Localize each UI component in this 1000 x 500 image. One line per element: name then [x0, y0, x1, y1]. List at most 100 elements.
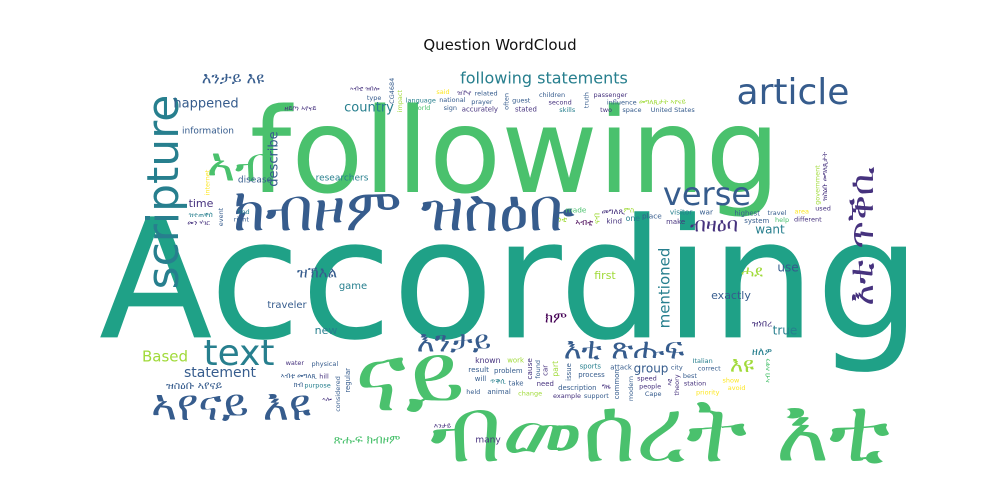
word-142: ጥቕሲ	[490, 378, 506, 386]
word-117: influence	[607, 98, 637, 106]
word-104: sign	[444, 104, 457, 112]
word-121: type	[367, 94, 382, 102]
word-32: group	[634, 362, 669, 376]
word-105: considered	[334, 376, 342, 412]
word-63: process	[578, 371, 605, 379]
word-102: different	[794, 215, 822, 223]
word-23: ክም	[545, 309, 567, 327]
word-93: travel	[768, 209, 787, 217]
word-35: exactly	[711, 289, 751, 302]
word-100: often	[503, 93, 511, 110]
word-45: many	[475, 436, 501, 446]
word-81: city	[671, 364, 683, 372]
word-130: internet	[204, 169, 212, 195]
word-139: እንታይ	[434, 422, 451, 430]
word-11: verse	[663, 175, 751, 213]
word-111: passenger	[594, 91, 628, 99]
word-122: water	[286, 359, 305, 367]
word-47: ዝነበረ	[752, 320, 772, 330]
word-94: held	[466, 388, 480, 396]
word-41: known	[475, 356, 500, 365]
word-83: change	[518, 389, 542, 397]
word-107: best	[683, 372, 698, 380]
word-37: time	[189, 197, 214, 210]
word-68: work	[507, 357, 524, 365]
word-64: take	[509, 379, 524, 387]
word-39: traveler	[267, 300, 307, 311]
word-28: ዝስዕቡ ኣየናይ	[166, 379, 222, 392]
word-112: Cape	[645, 390, 662, 398]
word-119: purpose	[304, 381, 330, 389]
word-80: found	[534, 360, 542, 379]
word-129: avoid	[728, 384, 746, 392]
word-40: first	[594, 269, 616, 282]
word-17: እንታይ እዩ	[202, 69, 264, 88]
word-147: ኣብቲ ዝበሎ	[350, 84, 380, 92]
word-19: mentioned	[656, 248, 674, 329]
word-145: እዩ	[666, 378, 674, 386]
word-66: attack	[610, 364, 632, 372]
word-89: right	[234, 215, 250, 223]
word-128: show	[723, 376, 740, 384]
word-48: መግለጺ	[602, 206, 626, 216]
word-126: priority	[696, 389, 720, 397]
word-138: ግዜ	[602, 383, 611, 391]
word-9: text	[203, 333, 274, 374]
word-3: ናይ	[355, 321, 465, 433]
word-75: common	[613, 369, 621, 399]
word-85: modern	[627, 376, 635, 401]
word-51: made	[566, 206, 587, 215]
word-77: accurately	[462, 105, 498, 113]
word-34: use	[777, 261, 798, 275]
word-135: ዝስዕቡ መግለጺታት	[821, 152, 829, 201]
word-114: United States	[651, 106, 696, 114]
word-82: physical	[311, 360, 338, 368]
word-95: truth	[583, 92, 591, 108]
word-108: two	[600, 106, 612, 114]
word-78: speed	[637, 375, 657, 383]
word-132: መግለጺታት ኣየናይ	[639, 98, 686, 106]
word-46: ዘለዎ	[752, 345, 772, 358]
word-113: used	[815, 205, 831, 213]
word-60: issue	[565, 363, 573, 381]
word-5: scripture	[138, 95, 189, 290]
word-56: visitor	[670, 207, 694, 216]
word-88: find	[237, 208, 249, 216]
word-13: እቲ ጽሑፍ	[564, 332, 685, 367]
word-55: cause	[525, 358, 534, 380]
word-124: station	[684, 380, 706, 388]
word-110: impact	[396, 90, 404, 113]
word-97: national	[439, 96, 466, 104]
word-26: country	[344, 101, 394, 116]
word-72: animal	[487, 388, 510, 396]
word-4: ክብዞም ዝስዕቡ	[233, 176, 575, 246]
word-136: ዘይኮነ ኣየናይ	[284, 104, 316, 112]
word-109: hill	[319, 373, 329, 381]
word-33: true	[773, 324, 798, 338]
word-79: example	[553, 392, 581, 400]
word-21: statement	[184, 365, 257, 381]
word-96: second	[549, 98, 572, 106]
word-43: researchers	[316, 174, 369, 184]
word-69: make	[666, 218, 685, 226]
word-27: ጽሑፍ ክብዞም	[334, 433, 401, 447]
word-22: ሓደ	[741, 262, 763, 281]
word-49: ነቲ	[558, 214, 567, 224]
word-1: following	[250, 82, 780, 220]
word-59: highest	[734, 209, 760, 217]
word-98: support	[584, 392, 609, 400]
word-84: Italian	[693, 357, 713, 365]
word-16: following statements	[460, 69, 628, 88]
word-12: እንታይ	[417, 325, 491, 360]
word-61: problem	[494, 367, 523, 375]
word-90: theory	[673, 374, 681, 395]
word-101: correct	[698, 364, 721, 372]
word-103: related	[475, 90, 498, 98]
word-15: እዩ	[730, 353, 754, 378]
word-120: CG4684	[388, 78, 396, 104]
word-10: እቲ ጥቕሲ	[841, 166, 882, 305]
word-65: car	[542, 365, 550, 376]
word-52: kind	[606, 217, 622, 226]
